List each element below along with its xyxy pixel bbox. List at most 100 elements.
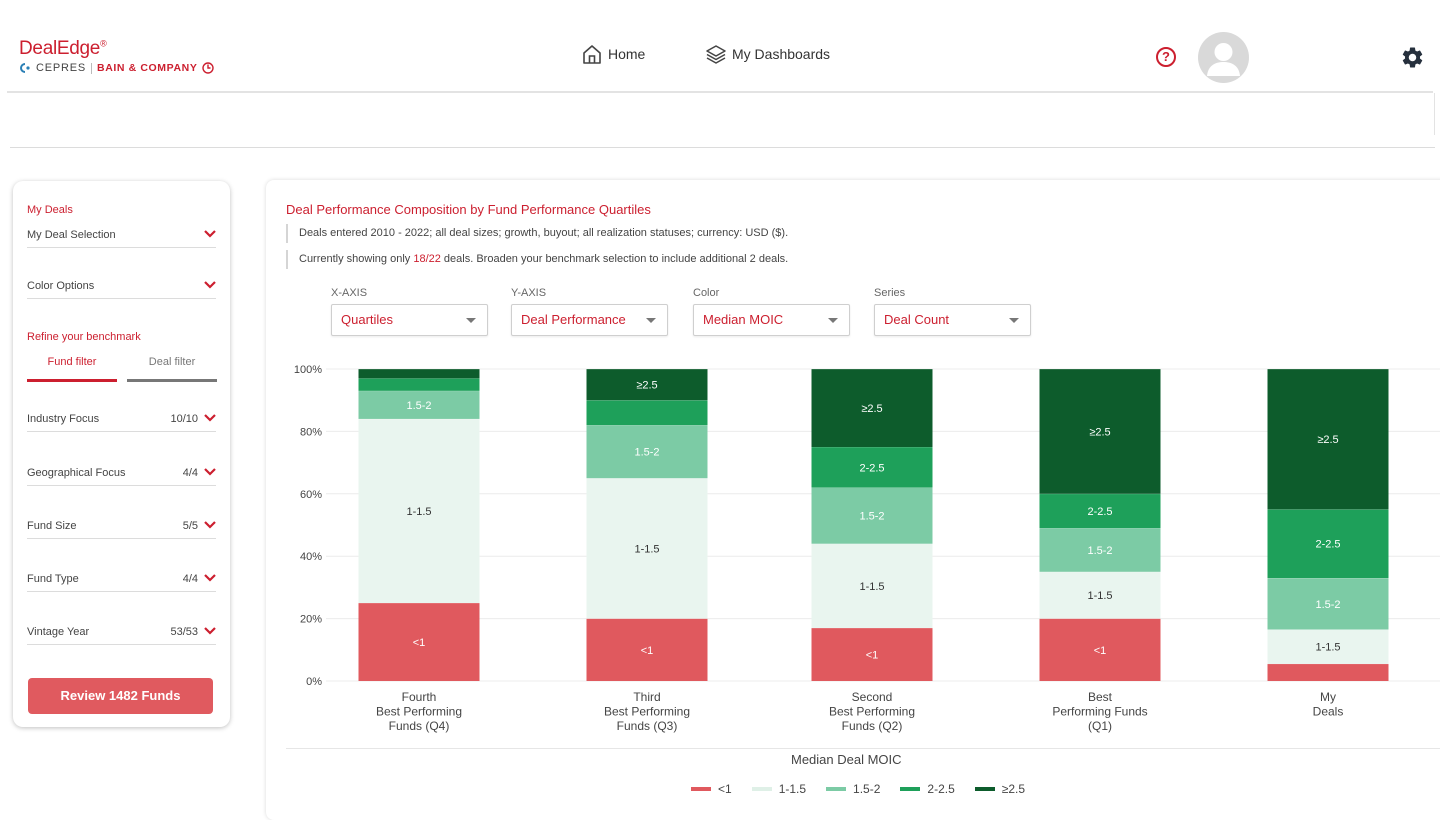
bar-segment — [1267, 509, 1389, 579]
bar-segment-label: 1-1.5 — [1087, 590, 1112, 602]
logo-cepres: CEPRES — [36, 62, 87, 74]
legend-title: Median Deal MOIC — [791, 752, 902, 767]
filter-count: 53/53 — [170, 626, 198, 638]
y-axis-select[interactable]: Deal Performance — [511, 304, 668, 336]
bar-segment-label: ≥2.5 — [861, 403, 882, 415]
bar-segment-label: 1.5-2 — [859, 511, 884, 523]
coverage-count: 18/22 — [413, 253, 441, 265]
series-value: Deal Count — [884, 312, 950, 327]
legend-item[interactable]: 2-2.5 — [900, 782, 955, 796]
bar-segment-label: 2-2.5 — [1315, 539, 1340, 551]
bar-segment-label: <1 — [866, 649, 879, 661]
bar-segment-label: 1.5-2 — [634, 447, 659, 459]
tab-deal-filter[interactable]: Deal filter — [127, 356, 217, 382]
bar-segment-label: 1-1.5 — [634, 543, 659, 555]
filter-label: Fund Size — [27, 520, 77, 532]
review-funds-button[interactable]: Review 1482 Funds — [28, 678, 213, 714]
refine-benchmark-title: Refine your benchmark — [27, 331, 141, 343]
bar-segment — [811, 369, 933, 447]
series-label: Series — [874, 287, 906, 299]
chevron-down-icon — [204, 574, 216, 582]
dealedge-logo[interactable]: DealEdge® CEPRES BAIN & COMPANY — [19, 38, 215, 74]
bar-segment-label: 1.5-2 — [406, 400, 431, 412]
legend-label: 1.5-2 — [853, 782, 881, 796]
x-category-label: Deals — [1313, 705, 1344, 719]
legend-label: ≥2.5 — [1001, 782, 1026, 796]
bar-segment — [811, 627, 933, 681]
nav-my-dashboards[interactable]: My Dashboards — [706, 44, 830, 64]
bar-segment-label: 2-2.5 — [1087, 506, 1112, 518]
color-select[interactable]: Median MOIC — [693, 304, 850, 336]
bar-segment-label: 1-1.5 — [859, 581, 884, 593]
filter-count: 4/4 — [182, 573, 198, 585]
chevron-down-icon — [204, 468, 216, 476]
bar-segment-label: 1.5-2 — [1087, 545, 1112, 557]
x-category-label: (Q1) — [1088, 719, 1112, 733]
legend-item[interactable]: 1-1.5 — [751, 782, 807, 796]
chart-title: Deal Performance Composition by Fund Per… — [286, 202, 651, 217]
logo-registered-mark: ® — [100, 38, 107, 49]
my-deals-title: My Deals — [27, 204, 73, 216]
legend-item[interactable]: 1.5-2 — [826, 782, 880, 796]
bar-segment — [358, 603, 480, 681]
y-tick-label: 80% — [300, 426, 322, 438]
filter-count: 10/10 — [170, 413, 198, 425]
y-tick-label: 100% — [294, 364, 322, 376]
home-icon — [583, 45, 601, 64]
my-deal-selection-label: My Deal Selection — [27, 229, 116, 241]
toolbar-divider — [10, 147, 1435, 148]
x-axis-label: X-AXIS — [331, 287, 368, 299]
bar-segment — [1267, 629, 1389, 664]
bar-segment — [586, 425, 708, 479]
tab-fund-filter[interactable]: Fund filter — [27, 356, 117, 382]
chevron-down-icon — [204, 627, 216, 635]
user-avatar-icon[interactable] — [1198, 32, 1249, 83]
bar-segment-label: 2-2.5 — [859, 462, 884, 474]
filter-industry-focus[interactable]: Industry Focus 10/10 — [27, 413, 216, 432]
color-options-label: Color Options — [27, 280, 95, 292]
bar-segment — [358, 369, 480, 379]
x-category-label: Funds (Q4) — [389, 719, 450, 733]
coverage-note: Currently showing only 18/22 deals. Broa… — [286, 250, 788, 269]
x-axis-select[interactable]: Quartiles — [331, 304, 488, 336]
x-category-label: My — [1320, 690, 1336, 704]
coverage-prefix: Currently showing only — [299, 253, 414, 265]
filter-vintage-year[interactable]: Vintage Year 53/53 — [27, 626, 216, 645]
y-tick-label: 20% — [300, 614, 322, 626]
bar-segment-label: 1-1.5 — [406, 506, 431, 518]
legend-item[interactable]: <1 — [691, 782, 732, 796]
help-glyph: ? — [1162, 49, 1170, 64]
nav-home-label: Home — [608, 46, 646, 62]
legend-swatch — [751, 787, 772, 791]
color-options-dropdown[interactable]: Color Options — [27, 280, 216, 299]
nav-home[interactable]: Home — [582, 44, 645, 64]
header-vertical-divider — [1434, 93, 1435, 135]
filter-label: Vintage Year — [27, 626, 90, 638]
filter-fund-size[interactable]: Fund Size 5/5 — [27, 520, 216, 539]
bar-segment — [811, 543, 933, 628]
x-category-label: Fourth — [402, 690, 437, 704]
header-divider — [7, 91, 1433, 93]
filter-count: 4/4 — [182, 467, 198, 479]
bar-segment-label: 1-1.5 — [1315, 642, 1340, 654]
logo-brand: DealEdge — [19, 38, 101, 59]
bar-segment — [1267, 578, 1389, 630]
series-select[interactable]: Deal Count — [874, 304, 1031, 336]
help-icon[interactable]: ? — [1156, 47, 1176, 67]
legend-label: <1 — [718, 782, 732, 796]
x-category-label: Best — [1088, 690, 1113, 704]
legend-label: 1-1.5 — [778, 782, 807, 796]
my-deal-selection-dropdown[interactable]: My Deal Selection — [27, 229, 216, 248]
legend-swatch — [974, 787, 995, 791]
filter-fund-type[interactable]: Fund Type 4/4 — [27, 573, 216, 592]
filter-geographical-focus[interactable]: Geographical Focus 4/4 — [27, 467, 216, 486]
gear-icon[interactable] — [1400, 45, 1425, 70]
bar-segment — [586, 618, 708, 681]
caret-down-icon — [466, 318, 476, 323]
nav-my-dashboards-label: My Dashboards — [732, 46, 831, 62]
legend-item[interactable]: ≥2.5 — [974, 782, 1026, 796]
bar-segment-label: ≥2.5 — [1089, 426, 1110, 438]
x-category-label: Best Performing — [829, 705, 915, 719]
legend-swatch — [826, 787, 847, 791]
chart-panel: Deal Performance Composition by Fund Per… — [266, 180, 1440, 820]
